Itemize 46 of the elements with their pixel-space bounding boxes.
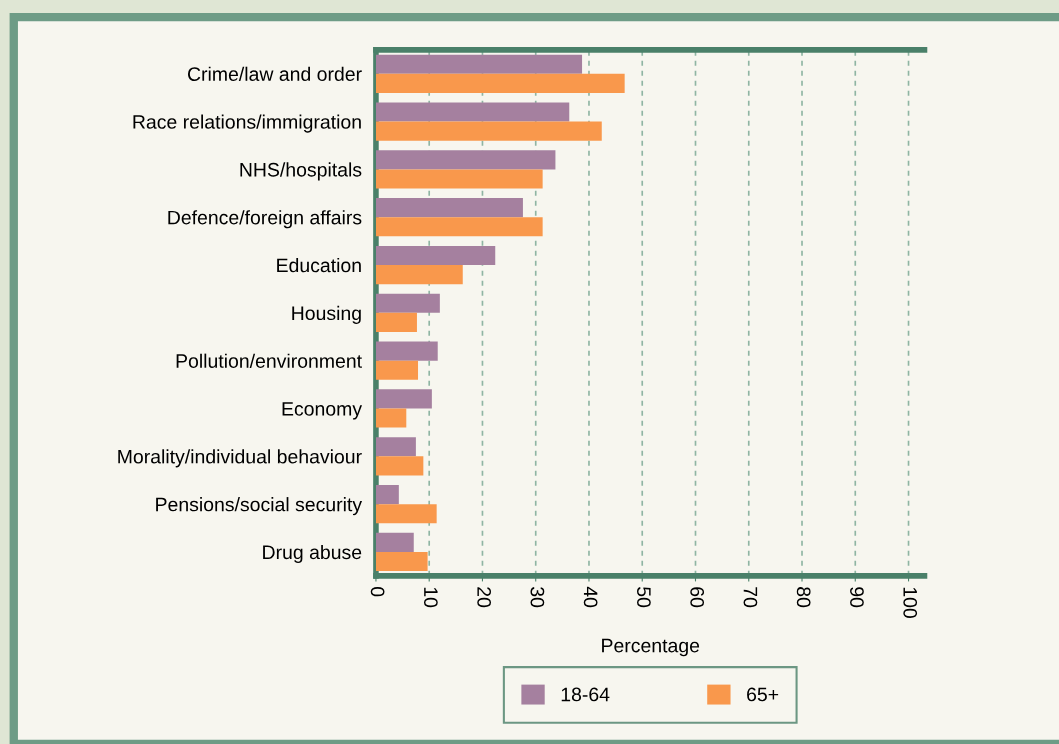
x-tick-label: 40 bbox=[583, 586, 598, 608]
y-tick-label: Education bbox=[277, 257, 361, 273]
x-tick-label: 100 bbox=[903, 587, 918, 618]
bar bbox=[375, 437, 416, 457]
bar bbox=[375, 245, 496, 266]
bar bbox=[375, 341, 438, 361]
bar bbox=[375, 312, 417, 332]
bar bbox=[375, 121, 602, 141]
bar bbox=[375, 389, 432, 409]
x-tick-label: 0 bbox=[370, 587, 385, 597]
bar bbox=[375, 73, 625, 93]
x-tick-label: 70 bbox=[743, 587, 758, 608]
x-tick-label: 90 bbox=[850, 587, 864, 608]
bar bbox=[375, 293, 440, 313]
bar bbox=[375, 551, 428, 572]
y-tick-label: Housing bbox=[292, 305, 361, 324]
bar bbox=[375, 150, 556, 170]
bar bbox=[375, 169, 543, 189]
y-tick-label: Morality/individual behaviour bbox=[118, 449, 362, 468]
y-tick-label: Pensions/social security bbox=[156, 497, 363, 516]
y-tick-label: Race relations/immigration bbox=[133, 114, 361, 133]
bar bbox=[375, 265, 463, 285]
legend-label: 65+ bbox=[747, 687, 779, 702]
bar bbox=[375, 217, 543, 237]
x-tick-label: 10 bbox=[423, 587, 438, 608]
x-tick-label: 80 bbox=[796, 587, 811, 608]
bar bbox=[375, 198, 523, 218]
bar bbox=[375, 504, 437, 524]
bar bbox=[375, 360, 419, 380]
bar bbox=[375, 456, 424, 476]
bar bbox=[375, 102, 570, 122]
y-tick-label: NHS/hospitals bbox=[240, 162, 362, 181]
y-tick-label: Economy bbox=[282, 402, 363, 420]
x-axis-title: Percentage bbox=[602, 638, 700, 657]
x-tick-label: 20 bbox=[477, 587, 492, 608]
y-tick-label: Crime/law and order bbox=[187, 66, 362, 81]
bar bbox=[375, 485, 399, 505]
bar bbox=[375, 532, 414, 552]
bar bbox=[375, 408, 407, 428]
x-tick-label: 60 bbox=[690, 587, 705, 608]
x-tick-label: 50 bbox=[637, 587, 651, 608]
legend-label: 18-64 bbox=[561, 687, 610, 702]
y-tick-label: Pollution/environment bbox=[176, 353, 362, 368]
x-tick-label: 30 bbox=[530, 587, 545, 608]
y-tick-label: Defence/foreign affairs bbox=[168, 210, 362, 229]
y-tick-label: Drug abuse bbox=[263, 544, 362, 564]
